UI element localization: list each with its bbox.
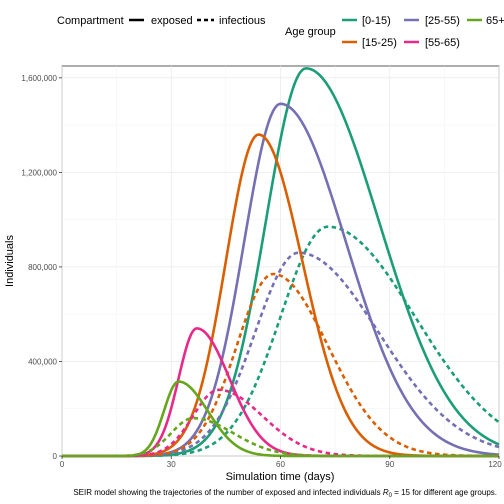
y-tick-label: 1,200,000 — [21, 168, 57, 177]
y-tick-label: 400,000 — [28, 357, 57, 366]
y-tick-label: 0 — [53, 452, 58, 461]
y-axis: 0 400,000 800,000 1,200,000 1,600,000 — [21, 74, 62, 461]
x-tick-label: 0 — [60, 460, 65, 469]
caption-subscript: 0 — [389, 493, 393, 499]
x-tick-label: 60 — [276, 460, 285, 469]
x-tick-label: 120 — [488, 460, 502, 469]
x-axis-title: Simulation time (days) — [226, 471, 335, 483]
legend-compartment: Compartment exposed infectious — [57, 15, 266, 27]
caption: SEIR model showing the trajectories of t… — [73, 488, 497, 499]
legend-label-age-0-15: [0-15) — [362, 15, 391, 27]
y-tick-label: 1,600,000 — [21, 74, 57, 83]
legend-label-infectious: infectious — [219, 15, 266, 27]
legend-age-group: Age group [0-15) [25-55) 65+ [15-25) [55… — [285, 15, 504, 49]
x-tick-label: 90 — [385, 460, 394, 469]
caption-symbol: R — [383, 488, 389, 497]
legend-label-age-65plus: 65+ — [486, 15, 504, 27]
series-layer — [62, 67, 500, 458]
legend-age-title: Age group — [285, 26, 336, 38]
legend-compartment-title: Compartment — [57, 15, 124, 27]
x-tick-label: 30 — [167, 460, 176, 469]
series-line-65plus-infectious — [62, 416, 499, 458]
y-tick-label: 800,000 — [28, 263, 57, 272]
legend-label-age-15-25: [15-25) — [362, 37, 397, 49]
legend-label-age-55-65: [55-65) — [425, 37, 460, 49]
caption-text-end: = 15 for different age groups. — [392, 488, 497, 497]
caption-text-start: SEIR model showing the trajectories of t… — [73, 488, 383, 497]
x-axis: 0 30 60 90 120 — [60, 456, 502, 469]
legend-label-exposed: exposed — [151, 15, 193, 27]
legend-label-age-25-55: [25-55) — [425, 15, 460, 27]
y-axis-title: Individuals — [4, 235, 16, 287]
